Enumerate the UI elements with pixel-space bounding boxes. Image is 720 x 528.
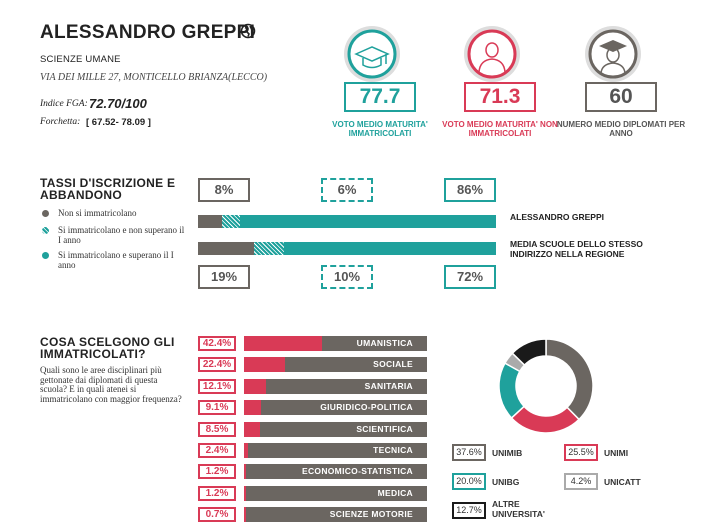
school-pass-pct: 86% [444, 178, 496, 202]
school-bar-dropout [221, 215, 240, 228]
legend-label-not-enrolled: Non si immatricolano [58, 208, 137, 218]
donut-slice-unimi [510, 405, 581, 434]
region-dropout-pct: 10% [321, 265, 373, 289]
kpi-label-immatricolati: VOTO MEDIO MATURITA' IMMATRICOLATI [332, 120, 428, 138]
area-bar-1: SOCIALE [244, 357, 427, 373]
area-bar-fill-7 [244, 485, 247, 501]
area-pct-0: 42.4% [198, 336, 236, 351]
area-name-4: SCIENTIFICA [356, 423, 413, 434]
area-pct-2: 12.1% [198, 378, 236, 394]
tassi-title: TASSI D'ISCRIZIONE E ABBANDONO [40, 176, 176, 202]
area-bar-5: TECNICA [244, 443, 427, 458]
person-icon [464, 26, 520, 82]
legend-dot-not-enrolled [42, 210, 49, 217]
area-bar-7: MEDICA [244, 485, 427, 501]
region-stacked-bar [198, 242, 496, 255]
area-pct-5: 2.4% [198, 443, 236, 458]
region-bar-pass [283, 242, 496, 255]
area-name-2: SANITARIA [364, 380, 413, 391]
area-bar-0: UMANISTICA [244, 336, 427, 351]
uni-pct-1: 25.5% [564, 444, 598, 461]
area-name-6: ECONOMICO-STATISTICA [302, 466, 413, 477]
school-type: SCIENZE UMANE [40, 54, 121, 65]
area-bar-fill-6 [244, 464, 247, 480]
region-not-enrolled-pct: 19% [198, 265, 250, 289]
area-pct-8: 0.7% [198, 507, 236, 523]
donut-slice-altre-universita- [511, 338, 547, 367]
area-bar-fill-2 [244, 378, 267, 394]
area-pct-4: 8.5% [198, 421, 236, 437]
area-pct-6: 1.2% [198, 464, 236, 480]
kpi-label-diplomati: NUMERO MEDIO DIPLOMATI PER ANNO [556, 120, 686, 138]
area-bar-fill-1 [244, 357, 285, 373]
kpi-value-diplomati: 60 [585, 82, 657, 112]
area-bar-6: ECONOMICO-STATISTICA [244, 464, 427, 480]
area-bar-fill-5 [244, 443, 249, 458]
area-name-7: MEDICA [377, 487, 413, 498]
graduate-person-icon [585, 26, 641, 82]
area-bar-fill-8 [244, 507, 246, 523]
legend-dot-dropout [42, 227, 49, 234]
area-name-1: SOCIALE [373, 359, 413, 370]
area-pct-3: 9.1% [198, 400, 236, 416]
school-bar-label: ALESSANDRO GREPPI [510, 212, 604, 222]
uni-pct-0: 37.6% [452, 444, 486, 461]
uni-name-4: ALTRE UNIVERSITA' [492, 499, 545, 519]
uni-pct-3: 4.2% [564, 473, 598, 490]
legend-label-dropout: Si immatricolano e non superano il I ann… [58, 225, 185, 245]
area-bar-fill-3 [244, 400, 261, 416]
area-bar-8: SCIENZE MOTORIE [244, 507, 427, 523]
area-bar-2: SANITARIA [244, 378, 427, 394]
uni-pct-4: 12.7% [452, 502, 486, 519]
fga-value: 72.70/100 [89, 96, 147, 111]
area-bar-4: SCIENTIFICA [244, 421, 427, 437]
donut-slice-unimib [545, 338, 594, 421]
graduation-cap-icon [344, 26, 400, 82]
kpi-label-non-immatricolati: VOTO MEDIO MATURITA' NON IMMATRICOLATI [442, 120, 558, 138]
range-value: [ 67.52- 78.09 ] [86, 117, 151, 128]
area-bar-fill-0 [244, 336, 322, 351]
globe-icon[interactable] [240, 23, 256, 39]
fga-label: Indice FGA: [40, 99, 88, 109]
school-stacked-bar [198, 215, 496, 228]
school-dropout-pct: 6% [321, 178, 373, 202]
uni-name-2: UNIBG [492, 477, 520, 487]
school-name: ALESSANDRO GREPPI [40, 22, 256, 43]
school-address: VIA DEI MILLE 27, MONTICELLO BRIANZA(LEC… [40, 72, 268, 83]
region-bar-not-enrolled [198, 242, 255, 255]
uni-name-1: UNIMI [604, 448, 629, 458]
uni-name-3: UNICATT [604, 477, 641, 487]
area-name-3: GIURIDICO-POLITICA [320, 402, 413, 413]
region-bar-dropout [254, 242, 284, 255]
region-bar-label: MEDIA SCUOLE DELLO STESSO INDIRIZZO NELL… [510, 239, 643, 259]
range-label: Forchetta: [40, 117, 81, 127]
area-pct-1: 22.4% [198, 357, 236, 373]
choices-title: COSA SCELGONO GLI IMMATRICOLATI? [40, 335, 175, 361]
kpi-value-non-immatricolati: 71.3 [464, 82, 536, 112]
uni-name-0: UNIMIB [492, 448, 523, 458]
legend-label-pass: Si immatricolano e superano il I anno [58, 250, 174, 270]
area-pct-7: 1.2% [198, 485, 236, 501]
legend-dot-pass [42, 252, 49, 259]
school-bar-not-enrolled [198, 215, 222, 228]
area-name-5: TECNICA [373, 445, 413, 455]
region-pass-pct: 72% [444, 265, 496, 289]
kpi-value-immatricolati: 77.7 [344, 82, 416, 112]
universities-donut-chart [498, 338, 594, 434]
school-not-enrolled-pct: 8% [198, 178, 250, 202]
area-bar-3: GIURIDICO-POLITICA [244, 400, 427, 416]
choices-question: Quali sono le aree disciplinari più gett… [40, 365, 182, 404]
school-bar-pass [239, 215, 496, 228]
area-name-8: SCIENZE MOTORIE [329, 509, 413, 520]
area-name-0: UMANISTICA [356, 338, 413, 348]
area-bar-fill-4 [244, 421, 260, 437]
uni-pct-2: 20.0% [452, 473, 486, 490]
